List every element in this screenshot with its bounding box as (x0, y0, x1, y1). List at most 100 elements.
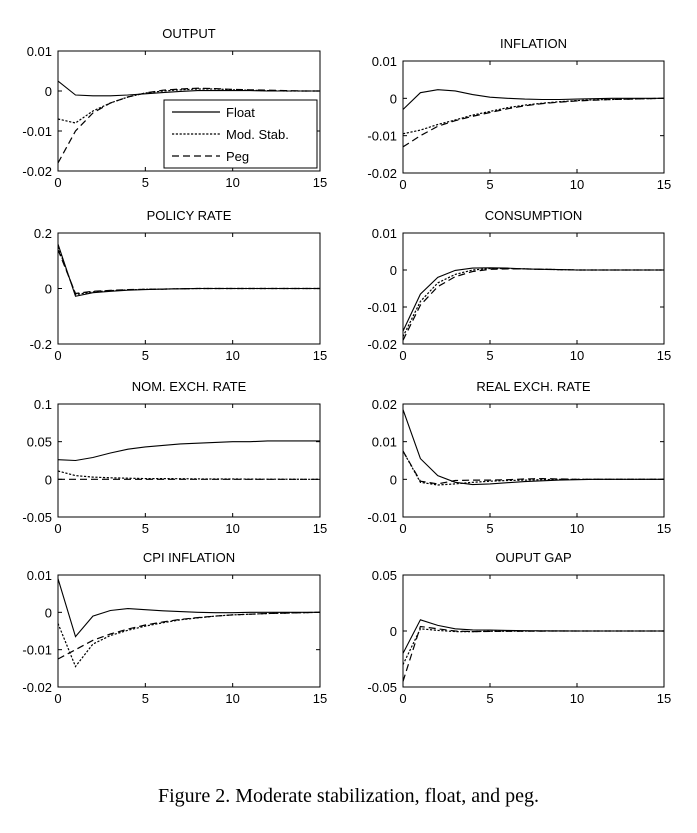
x-tick-label: 15 (313, 175, 327, 190)
y-tick-label: 0.1 (34, 397, 52, 412)
y-tick-label: 0.05 (27, 435, 52, 450)
y-tick-label: -0.01 (367, 510, 397, 525)
chart-title-ouput-gap: OUPUT GAP (495, 550, 571, 565)
legend-box (163, 99, 318, 169)
x-tick-label: 5 (142, 348, 149, 363)
plot-frame (57, 574, 321, 688)
y-tick-label: -0.02 (22, 164, 52, 179)
series-line-mod-stab (403, 628, 664, 665)
y-tick-label: 0 (390, 472, 397, 487)
x-tick-label: 0 (54, 521, 61, 536)
x-tick-label: 10 (570, 177, 584, 192)
panel-cpi-inflation: CPI INFLATION 0 5 10 15 -0.02 -0.01 0 0.01 (22, 550, 327, 706)
series-line-peg (58, 87, 320, 164)
y-tick-label: -0.05 (22, 510, 52, 525)
plot-frame (402, 60, 665, 174)
y-tick-label: 0.01 (372, 226, 397, 241)
panel-consumption: CONSUMPTION 0 5 10 15 -0.02 -0.01 0 0.01 (367, 208, 671, 363)
x-tick-label: 5 (486, 521, 493, 536)
series-line-peg (58, 611, 320, 660)
x-tick-label: 10 (570, 521, 584, 536)
plot-frame (402, 403, 665, 518)
x-tick-label: 15 (657, 348, 671, 363)
x-tick-label: 0 (54, 175, 61, 190)
series-line-mod-stab (58, 470, 320, 480)
x-tick-label: 0 (399, 691, 406, 706)
x-tick-label: 0 (54, 348, 61, 363)
panel-inflation: INFLATION 0 5 10 15 -0.02 -0.01 0 0.01 (367, 36, 671, 192)
y-tick-label: -0.05 (367, 680, 397, 695)
y-tick-label: 0.01 (372, 435, 397, 450)
y-tick-label: 0.2 (34, 226, 52, 241)
chart-title-real-exch-rate: REAL EXCH. RATE (476, 379, 590, 394)
series-group (58, 80, 320, 164)
y-tick-label: -0.01 (22, 643, 52, 658)
series-line-mod-stab (403, 97, 664, 135)
series-line-peg (403, 268, 664, 341)
y-tick-label: 0 (45, 472, 52, 487)
y-tick-label: 0.01 (27, 568, 52, 583)
y-tick-label: 0 (390, 263, 397, 278)
chart-title-policy-rate: POLICY RATE (147, 208, 232, 223)
plot-frame (402, 232, 665, 345)
chart-title-output: OUTPUT (162, 26, 216, 41)
series-group (403, 409, 664, 486)
plot-frame (57, 403, 321, 518)
y-tick-label: -0.01 (367, 300, 397, 315)
series-line-mod-stab (58, 611, 320, 668)
plot-frame (57, 50, 321, 172)
series-line-float (58, 578, 320, 638)
y-tick-label: -0.02 (367, 337, 397, 352)
y-tick-label: -0.01 (22, 124, 52, 139)
series-group (58, 578, 320, 668)
series-line-float (58, 80, 320, 97)
chart-title-nom-exch-rate: NOM. EXCH. RATE (132, 379, 247, 394)
y-tick-label: 0.02 (372, 397, 397, 412)
series-group (403, 89, 664, 148)
series-line-mod-stab (58, 88, 320, 124)
series-line-float (403, 267, 664, 332)
x-tick-label: 15 (657, 177, 671, 192)
x-tick-label: 15 (313, 521, 327, 536)
x-tick-label: 0 (399, 521, 406, 536)
x-tick-label: 15 (313, 691, 327, 706)
series-group (58, 440, 320, 480)
x-tick-label: 0 (399, 348, 406, 363)
legend-label-float: Float (226, 105, 255, 120)
y-tick-label: -0.2 (30, 337, 52, 352)
x-tick-label: 15 (657, 691, 671, 706)
series-line-peg (58, 249, 320, 295)
y-tick-label: 0 (390, 91, 397, 106)
series-line-mod-stab (403, 450, 664, 486)
series-line-peg (403, 625, 664, 682)
series-group (403, 267, 664, 341)
x-tick-label: 10 (570, 691, 584, 706)
series-line-float (58, 440, 320, 462)
series-line-float (403, 89, 664, 110)
x-tick-label: 10 (570, 348, 584, 363)
y-tick-label: -0.01 (367, 129, 397, 144)
x-tick-label: 5 (142, 691, 149, 706)
x-tick-label: 0 (54, 691, 61, 706)
x-tick-label: 10 (225, 691, 239, 706)
y-tick-label: 0 (45, 84, 52, 99)
legend-label-peg: Peg (226, 149, 249, 164)
x-tick-label: 0 (399, 177, 406, 192)
x-tick-label: 5 (486, 348, 493, 363)
x-tick-label: 10 (225, 521, 239, 536)
panel-output: OUTPUT 0 5 10 15 -0.02 -0.01 0 0.01 Float Mod. Sta… (22, 26, 327, 190)
y-tick-label: 0 (45, 605, 52, 620)
y-tick-label: -0.02 (22, 680, 52, 695)
chart-title-inflation: INFLATION (500, 36, 567, 51)
y-tick-label: 0 (390, 624, 397, 639)
series-group (403, 619, 664, 682)
series-line-peg (403, 450, 664, 485)
figure-caption: Figure 2. Moderate stabilization, float,… (157, 785, 539, 807)
series-line-float (403, 409, 664, 486)
legend: Float Mod. Stab. Peg (163, 99, 318, 169)
chart-title-consumption: CONSUMPTION (485, 208, 583, 223)
series-line-mod-stab (403, 267, 664, 337)
x-tick-label: 5 (486, 691, 493, 706)
